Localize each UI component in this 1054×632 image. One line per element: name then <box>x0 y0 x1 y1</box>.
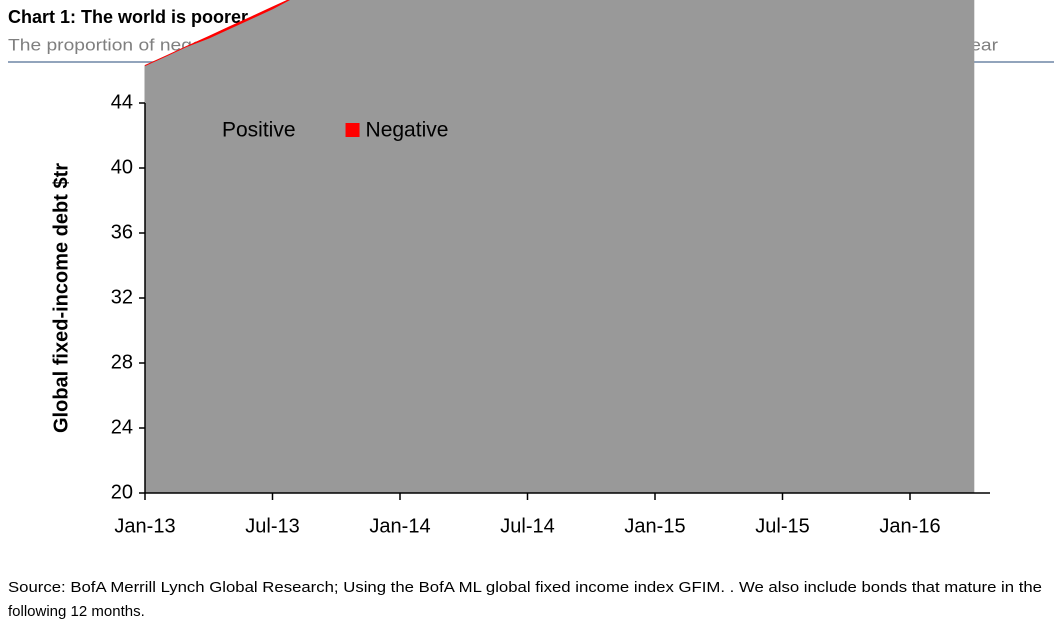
x-tick-label: Jul-13 <box>245 515 299 537</box>
legend-label: Positive <box>222 119 296 142</box>
x-tick-label: Jul-15 <box>755 515 809 537</box>
y-tick-label: 44 <box>111 91 133 113</box>
y-axis-label: Global fixed-income debt $tr <box>50 163 72 433</box>
source-note: following 12 months. <box>8 603 145 620</box>
x-tick-label: Jan-16 <box>879 515 940 537</box>
y-tick-label: 20 <box>111 481 133 503</box>
y-tick-label: 36 <box>111 221 133 243</box>
source-note: Source: BofA Merrill Lynch Global Resear… <box>8 579 1042 596</box>
legend-label: Negative <box>366 119 449 142</box>
y-tick-label: 32 <box>111 286 133 308</box>
x-tick-label: Jul-14 <box>500 515 554 537</box>
area-1 <box>144 0 291 67</box>
x-tick-label: Jan-15 <box>624 515 685 537</box>
y-tick-label: 40 <box>111 156 133 178</box>
x-tick-label: Jan-13 <box>114 515 175 537</box>
x-tick-label: Jan-14 <box>369 515 430 537</box>
area-0 <box>144 0 975 494</box>
legend-swatch <box>202 123 216 137</box>
legend-swatch <box>345 123 360 137</box>
y-tick-label: 28 <box>111 351 133 373</box>
y-tick-label: 24 <box>111 416 133 438</box>
